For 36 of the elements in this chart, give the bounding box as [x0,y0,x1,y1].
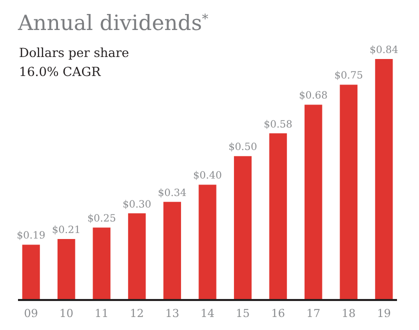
data-label: $0.21 [52,225,81,236]
bar [58,239,76,299]
data-label: $0.58 [264,119,292,130]
x-tick-label: 19 [376,307,391,320]
x-tick-label: 17 [306,307,320,320]
bar [163,202,182,299]
bar [128,213,146,299]
data-label: $0.40 [193,170,222,182]
bar [22,244,40,299]
bar [340,84,358,299]
bar [375,59,393,299]
chart-title: Annual dividends$^{*}$ [17,10,210,35]
bar [92,228,110,299]
x-tick-label: 12 [130,307,144,320]
data-label: $0.84 [370,45,398,56]
bar [269,133,287,299]
bar [198,184,216,299]
data-label: $0.19 [16,230,46,242]
x-tick-label: 09 [24,307,38,320]
x-tick-label: 11 [94,307,109,320]
data-label: $0.50 [228,142,258,154]
data-label: $0.75 [334,70,363,82]
data-label: $0.68 [299,90,328,102]
bar [304,104,322,299]
chart-subtitle: Dollars per share [19,45,129,60]
x-tick-label: 14 [200,307,214,320]
x-tick-label: 16 [271,307,286,320]
annotation: 16.0% CAGR [19,64,102,79]
x-tick-label: 13 [165,307,180,320]
data-label: $0.34 [158,188,187,199]
x-tick-label: 15 [236,307,250,320]
x-tick-label: 10 [59,307,74,320]
x-tick-label: 18 [342,307,356,320]
data-label: $0.25 [87,214,116,225]
data-label: $0.30 [122,199,152,210]
bar [234,156,252,299]
